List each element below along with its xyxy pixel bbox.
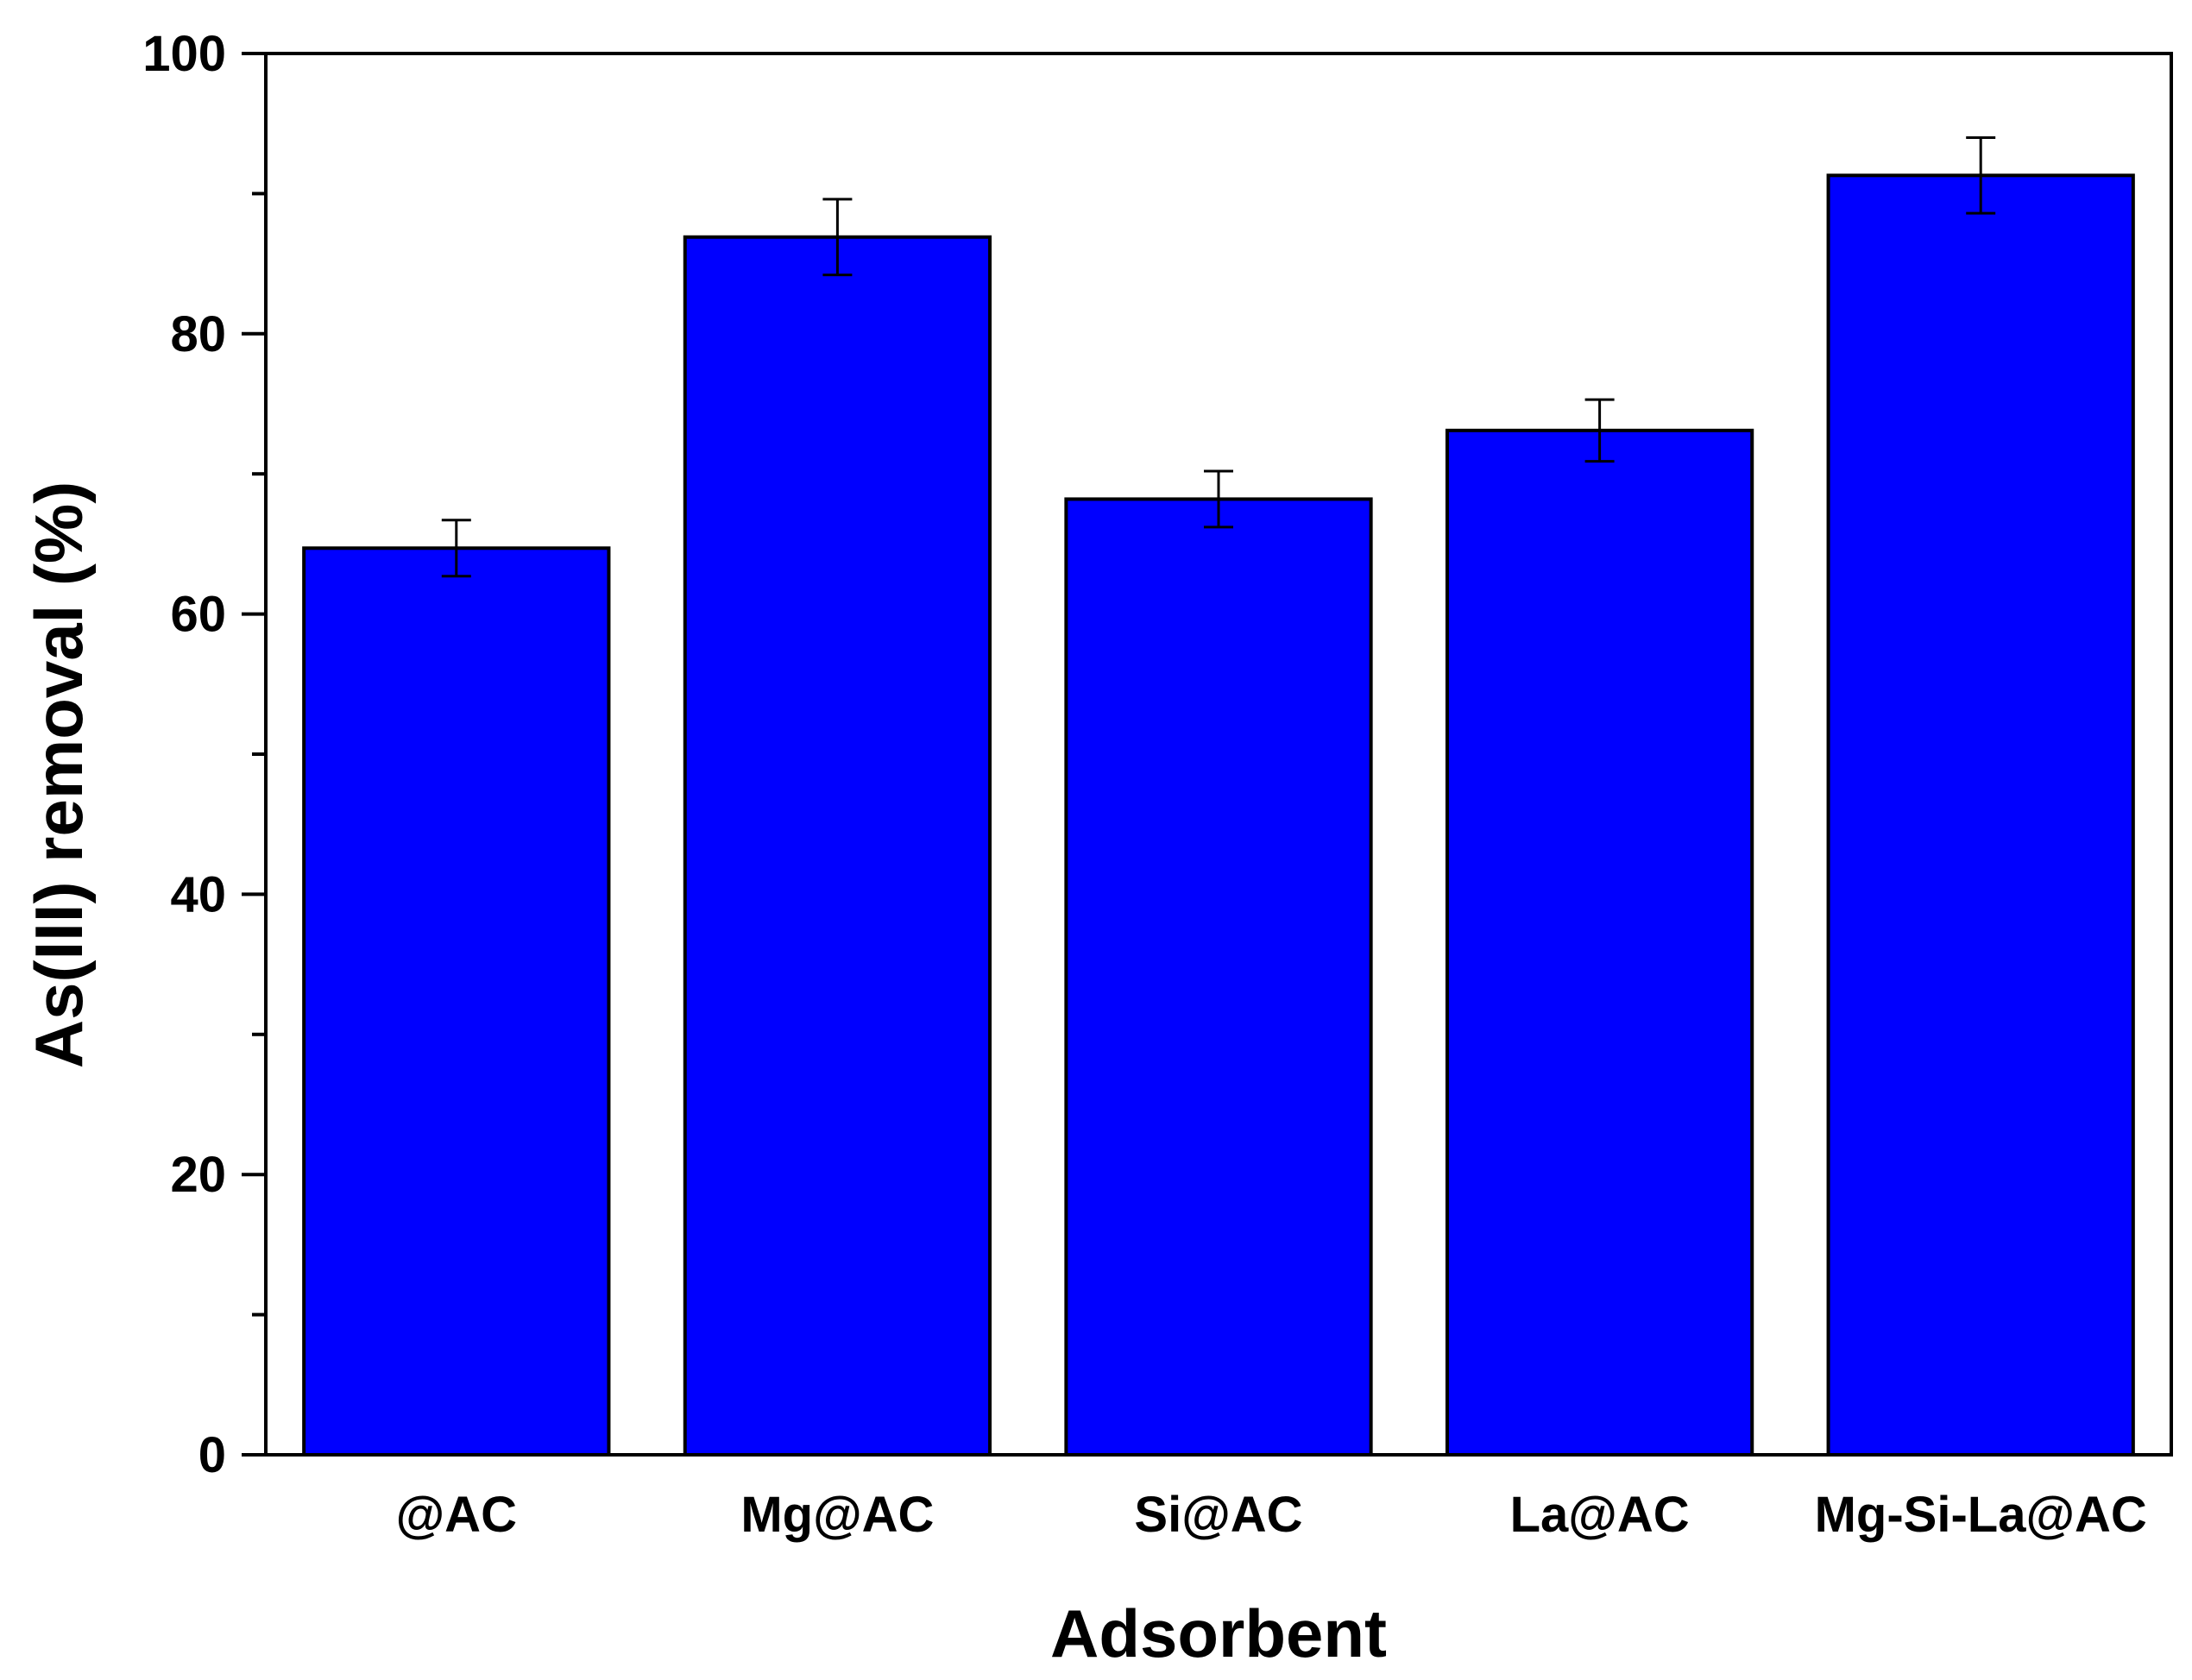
- y-tick-label: 60: [170, 587, 226, 643]
- bar-La@AC: [1445, 428, 1754, 1457]
- y-tick-label: 100: [142, 26, 226, 82]
- error-bar-@AC: [441, 519, 471, 578]
- x-axis-title: Adsorbent: [1050, 1595, 1387, 1671]
- y-axis-title: As(III) removal (%): [21, 481, 97, 1068]
- error-bars-layer: [441, 135, 1996, 578]
- y-axis: 0 20 40 60 80 100: [142, 26, 266, 1483]
- error-bar-La@AC: [1584, 398, 1615, 463]
- bars-layer: [302, 173, 2135, 1457]
- error-bar-Mg-Si-La@AC: [1966, 135, 1996, 215]
- bar-@AC: [302, 546, 611, 1457]
- bar-Si@AC: [1064, 497, 1373, 1457]
- y-tick-label: 0: [198, 1427, 226, 1483]
- x-tick-label: Si@AC: [1134, 1487, 1302, 1543]
- y-tick-label: 80: [170, 306, 226, 362]
- error-bar-Mg@AC: [822, 198, 853, 277]
- x-tick-label: Mg-Si-La@AC: [1815, 1487, 2147, 1543]
- error-bar-Si@AC: [1204, 469, 1233, 529]
- x-tick-label: Mg@AC: [740, 1487, 934, 1543]
- x-axis: @AC Mg@AC Si@AC La@AC Mg-Si-La@AC: [396, 1487, 2147, 1543]
- x-tick-label: La@AC: [1510, 1487, 1690, 1543]
- bar-Mg-Si-La@AC: [1826, 173, 2135, 1457]
- y-tick-label: 40: [170, 866, 226, 922]
- y-tick-label: 20: [170, 1147, 226, 1203]
- bar-Mg@AC: [683, 235, 992, 1457]
- x-tick-label: @AC: [396, 1487, 517, 1543]
